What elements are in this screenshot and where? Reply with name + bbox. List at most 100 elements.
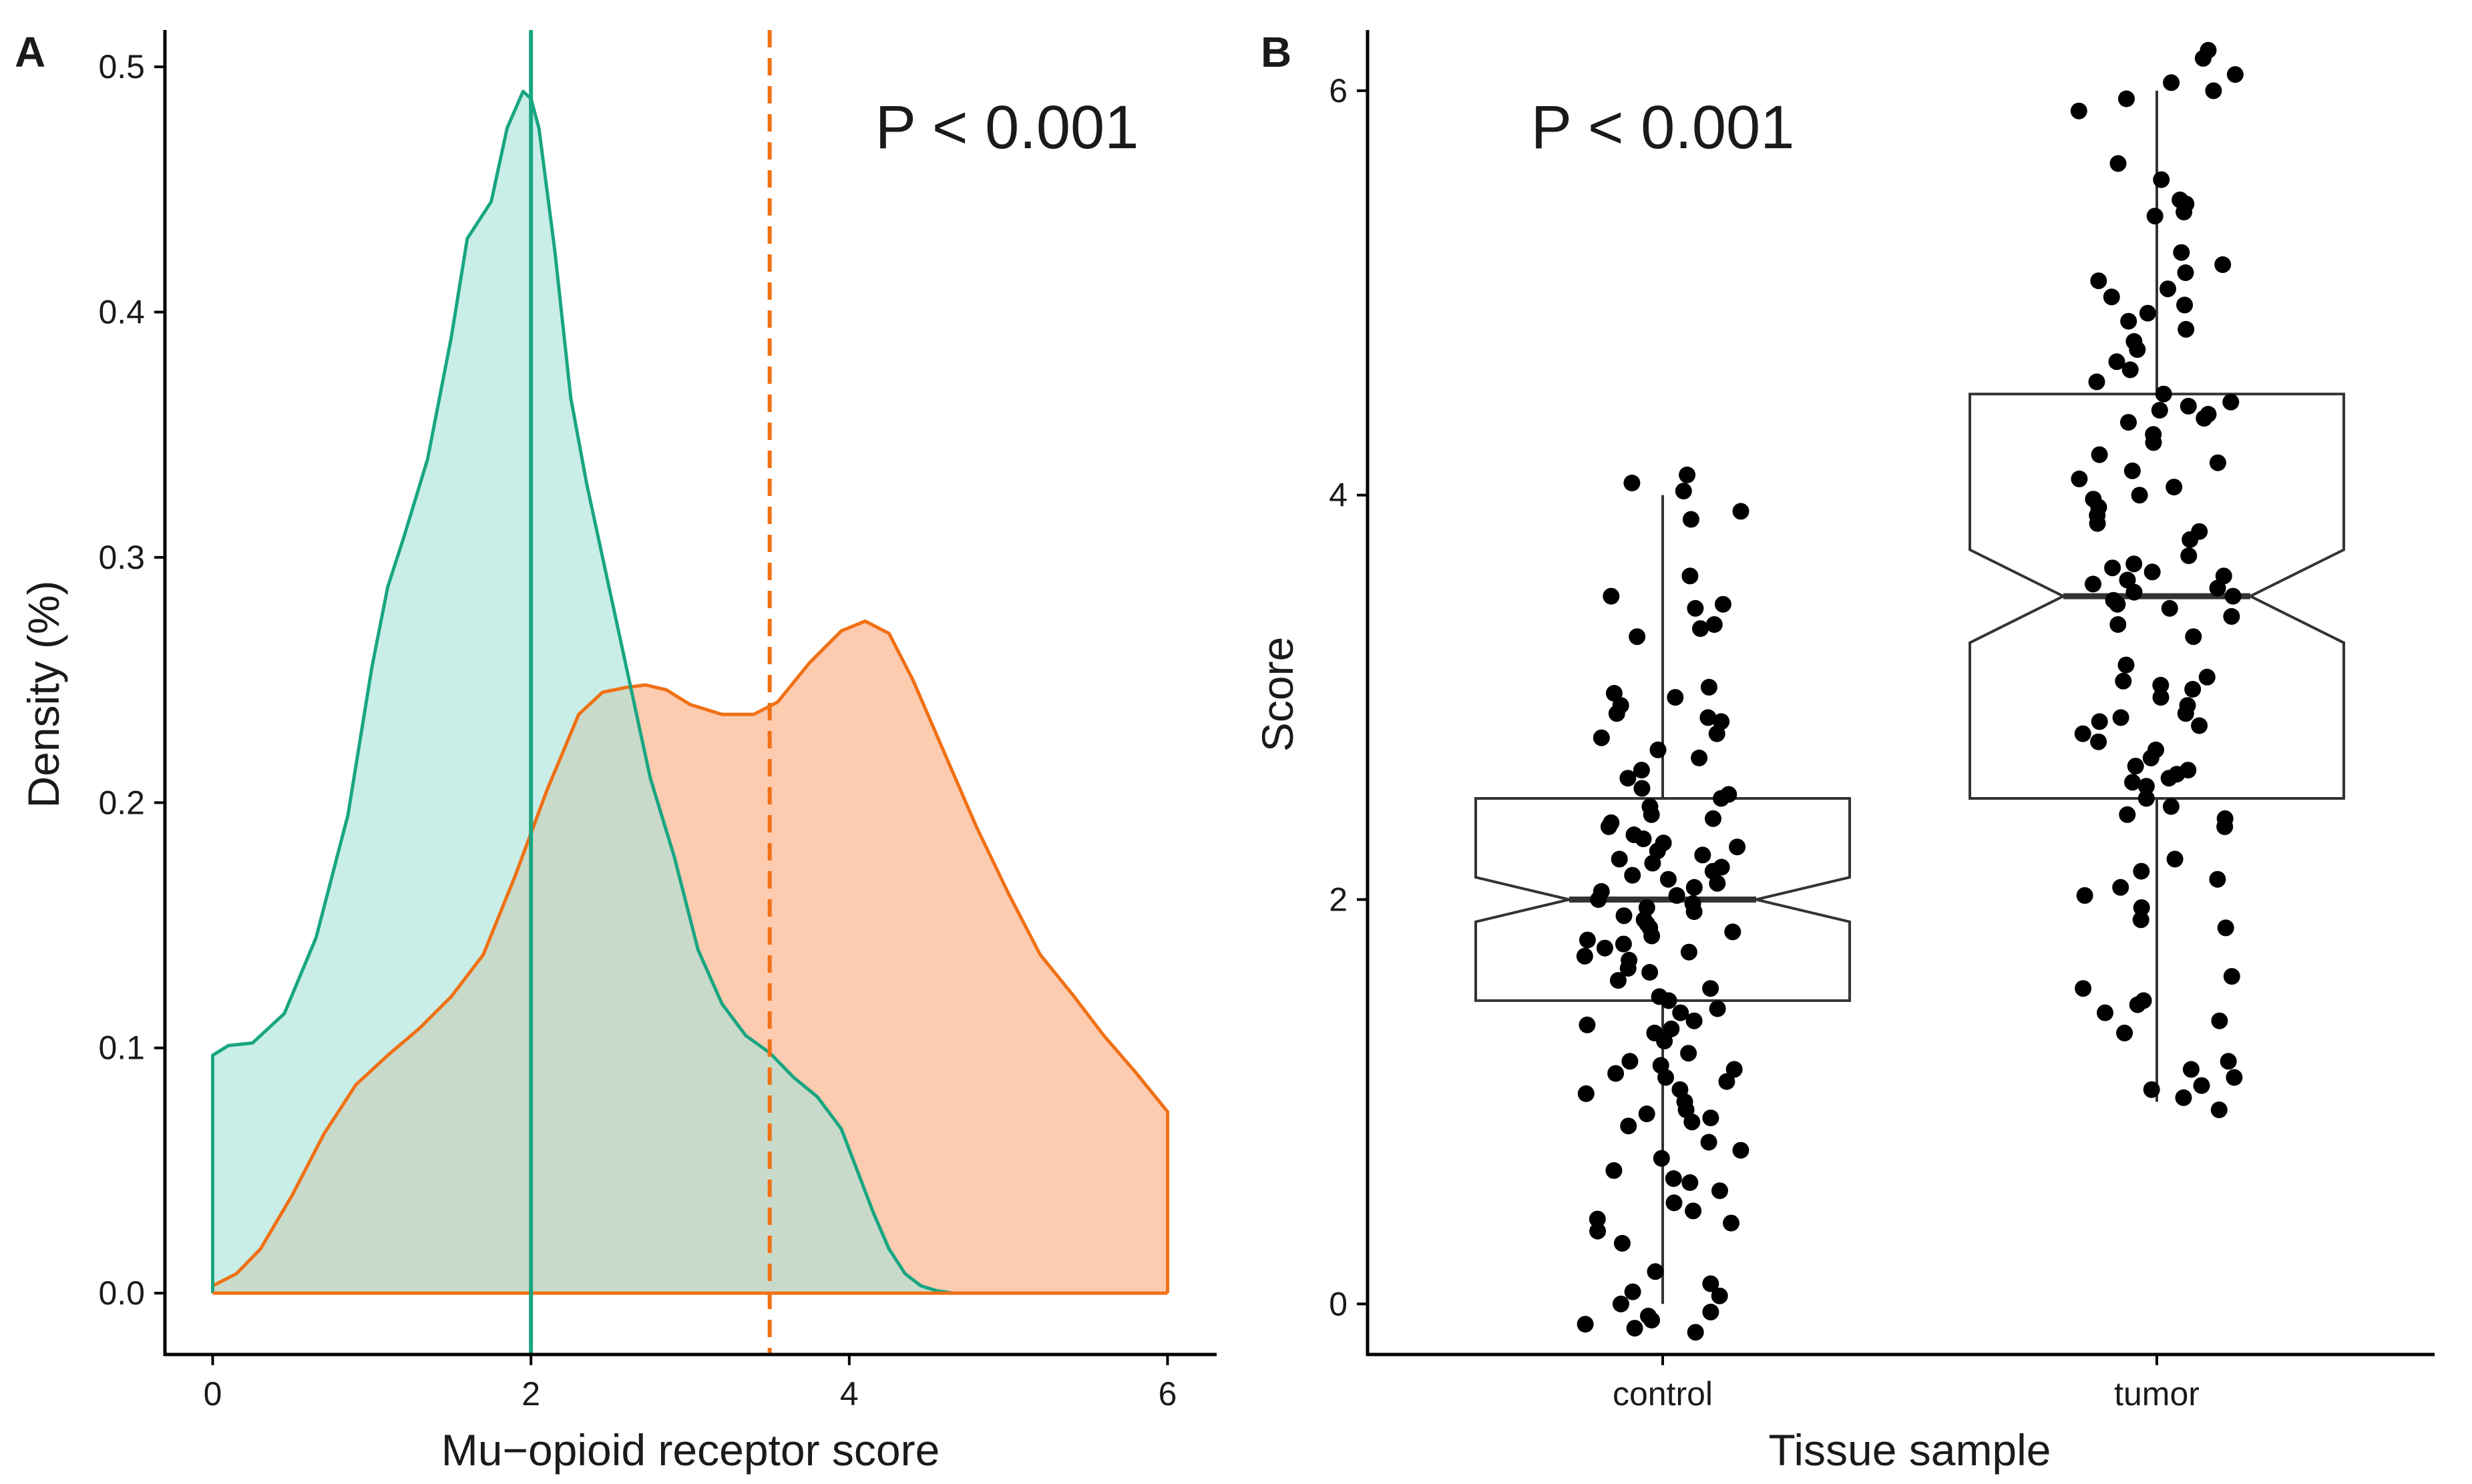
p-value-annotation-b: P < 0.001 — [1531, 93, 1795, 162]
point-tumor — [2137, 778, 2155, 795]
point-control — [1626, 1320, 1643, 1337]
point-tumor — [2209, 871, 2226, 888]
point-tumor — [2143, 1081, 2160, 1098]
y-tick-label-a: 0.5 — [98, 48, 145, 85]
y-tick-label-b: 4 — [1329, 477, 1348, 514]
point-tumor — [2216, 818, 2234, 835]
x-axis-title-b: Tissue sample — [1768, 1425, 2051, 1475]
point-control — [1680, 943, 1697, 961]
x-axis-title-a: Mu−opioid receptor score — [441, 1425, 940, 1475]
point-control — [1705, 616, 1723, 633]
point-tumor — [2162, 798, 2180, 815]
point-control — [1577, 1316, 1594, 1333]
point-control — [1596, 939, 1613, 957]
point-tumor — [2173, 244, 2190, 261]
point-tumor — [2089, 515, 2106, 532]
point-control — [1607, 1065, 1625, 1082]
point-tumor — [2108, 353, 2125, 370]
point-tumor — [2139, 304, 2156, 322]
point-control — [1679, 466, 1696, 483]
point-control — [1653, 1150, 1670, 1167]
point-tumor — [2121, 361, 2139, 379]
point-tumor — [2226, 1069, 2243, 1086]
point-control — [1576, 947, 1593, 965]
boxplots — [1474, 90, 2345, 1304]
point-control — [1633, 780, 1651, 797]
point-control — [1589, 1222, 1607, 1240]
point-control — [1608, 705, 1625, 722]
point-tumor — [2075, 980, 2092, 997]
point-tumor — [2194, 49, 2212, 67]
point-tumor — [2120, 414, 2137, 431]
point-tumor — [2143, 563, 2161, 581]
density-lines — [211, 89, 1169, 1295]
point-tumor — [2217, 919, 2234, 937]
point-tumor — [2151, 402, 2168, 419]
point-tumor — [2123, 462, 2141, 479]
y-tick-label-a: 0.1 — [98, 1029, 145, 1067]
point-control — [1711, 1182, 1728, 1200]
point-control — [1672, 1004, 1689, 1021]
point-control — [1692, 620, 1709, 638]
point-tumor — [2152, 676, 2170, 694]
point-control — [1633, 762, 1650, 779]
point-tumor — [2133, 899, 2150, 917]
point-control — [1624, 1283, 1641, 1300]
y-axis-title-b: Score — [1253, 637, 1302, 752]
point-control — [1702, 1275, 1719, 1292]
point-control — [1729, 838, 1746, 856]
point-control — [1624, 867, 1641, 884]
point-control — [1685, 903, 1703, 921]
point-tumor — [2109, 595, 2126, 613]
point-control — [1691, 749, 1708, 766]
point-tumor — [2180, 397, 2197, 415]
point-tumor — [2153, 171, 2170, 188]
point-control — [1709, 1000, 1726, 1017]
point-control — [1660, 992, 1677, 1009]
point-tumor — [2091, 446, 2108, 463]
point-control — [1681, 1174, 1699, 1191]
point-control — [1714, 595, 1731, 613]
point-control — [1683, 1114, 1701, 1131]
point-tumor — [2125, 555, 2143, 573]
point-tumor — [2076, 887, 2093, 904]
point-tumor — [2185, 628, 2202, 646]
point-tumor — [2074, 725, 2091, 742]
point-control — [1685, 879, 1703, 896]
point-control — [1643, 806, 1660, 823]
y-tick-label-b: 0 — [1329, 1285, 1348, 1322]
point-tumor — [2133, 862, 2150, 880]
point-control — [1656, 1033, 1673, 1049]
point-tumor — [2211, 1012, 2228, 1029]
point-control — [1667, 689, 1684, 706]
point-tumor — [2175, 1089, 2192, 1106]
point-control — [1663, 1020, 1680, 1037]
point-tumor — [2182, 1061, 2200, 1078]
point-tumor — [2127, 758, 2144, 775]
point-control — [1643, 1312, 1660, 1328]
point-control — [1577, 1085, 1595, 1102]
point-control — [1668, 887, 1685, 904]
point-control — [1647, 1263, 1664, 1280]
point-control — [1638, 1105, 1655, 1122]
x-tick-label-b: control — [1613, 1375, 1713, 1413]
point-tumor — [2226, 66, 2244, 83]
x-ticks-a: 0 2 4 6 — [204, 1354, 1177, 1413]
point-control — [1590, 891, 1607, 908]
density-area-control — [212, 91, 953, 1294]
point-tumor — [2129, 341, 2146, 358]
point-control — [1619, 770, 1637, 787]
point-control — [1615, 907, 1633, 925]
point-control — [1675, 483, 1692, 500]
panel-a: A 0 2 4 6 0.0 0.1 0.2 0.3 0.4 0.5 P < 0.001 Mu−o… — [15, 28, 1217, 1475]
point-tumor — [2103, 288, 2120, 306]
point-tumor — [2161, 599, 2178, 617]
point-tumor — [2163, 74, 2180, 91]
point-tumor — [2132, 911, 2149, 929]
point-tumor — [2166, 850, 2184, 868]
point-control — [1600, 818, 1617, 835]
point-control — [1643, 927, 1661, 945]
point-control — [1709, 875, 1726, 892]
point-control — [1644, 854, 1661, 872]
